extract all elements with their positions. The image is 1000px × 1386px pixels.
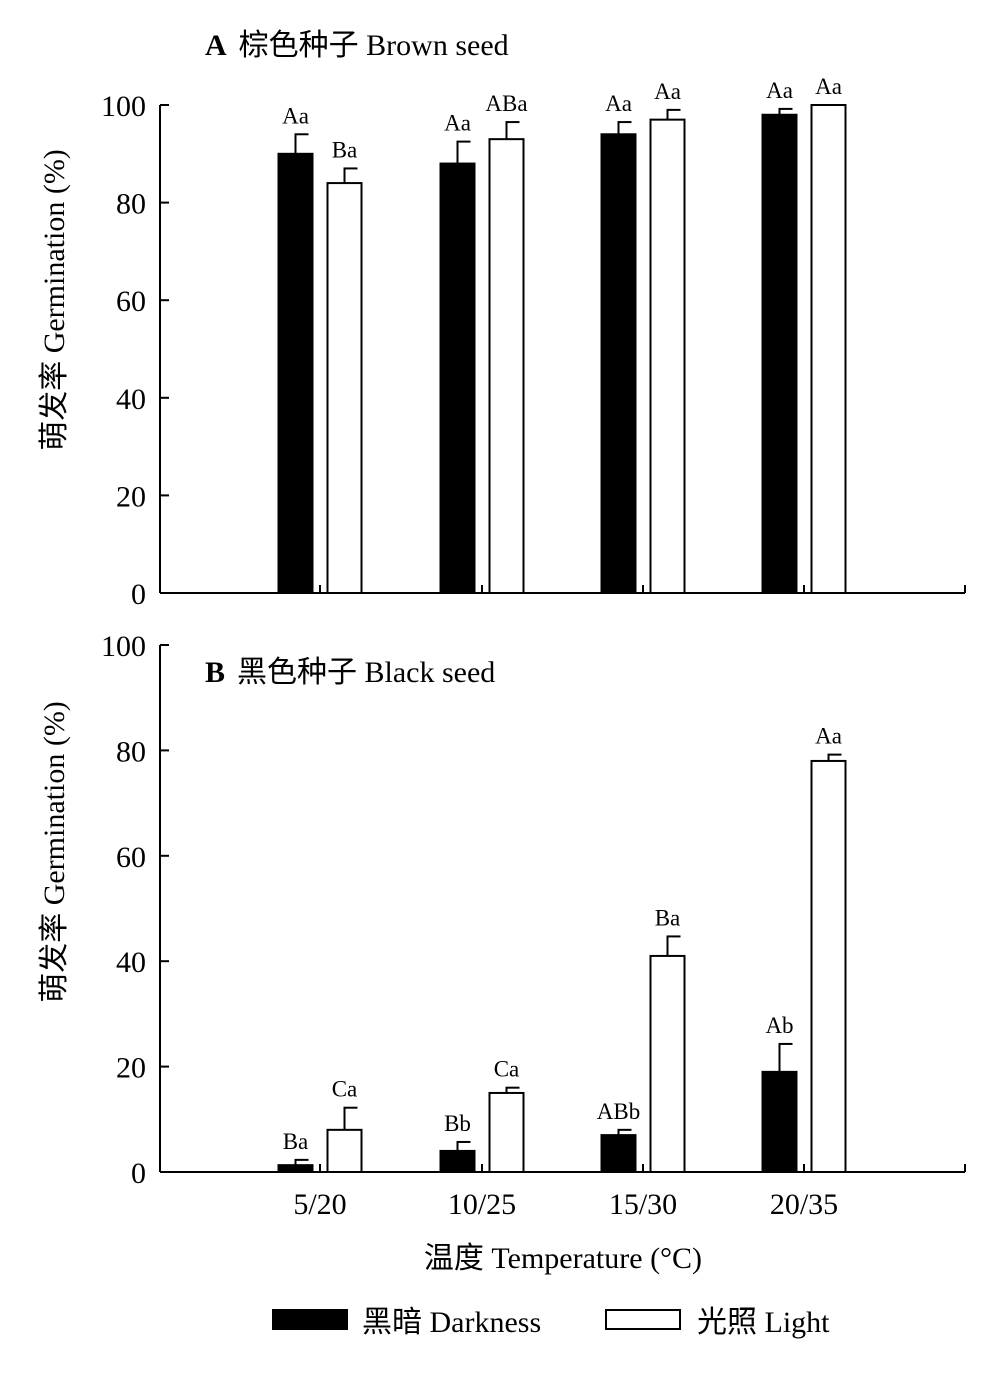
bar-darkness xyxy=(439,162,476,594)
bar-light xyxy=(810,759,847,1173)
y-tick-label: 20 xyxy=(116,1052,146,1085)
y-tick-label: 100 xyxy=(101,630,146,663)
bar-light xyxy=(488,1091,525,1173)
y-tick-label: 40 xyxy=(116,946,146,979)
legend-label-darkness: 黑暗 Darkness xyxy=(362,1306,541,1339)
bar-light xyxy=(810,104,847,594)
panel-title-text: 黑色种子 Black seed xyxy=(237,656,495,689)
y-tick-label: 60 xyxy=(116,841,146,874)
bar-darkness xyxy=(277,152,314,595)
y-axis-label: 萌发率 Germination (%) xyxy=(38,149,71,451)
panel-title-text: 棕色种子 Brown seed xyxy=(239,29,509,62)
significance-label: Aa xyxy=(282,103,309,128)
panel-letter: B xyxy=(205,656,225,689)
significance-label: Ba xyxy=(283,1129,309,1154)
x-tick-label: 20/35 xyxy=(770,1188,838,1221)
significance-label: Ca xyxy=(494,1057,520,1082)
bar-darkness xyxy=(600,133,637,594)
significance-label: Aa xyxy=(654,79,681,104)
y-tick-label: 0 xyxy=(131,578,146,611)
x-tick-label: 10/25 xyxy=(448,1188,516,1221)
bar-light xyxy=(488,138,525,594)
significance-label: Ba xyxy=(655,905,681,930)
y-tick-label: 60 xyxy=(116,285,146,318)
bar-darkness xyxy=(600,1134,637,1173)
significance-label: Aa xyxy=(605,91,632,116)
y-tick-label: 20 xyxy=(116,480,146,513)
bar-light xyxy=(649,954,686,1173)
bar-light xyxy=(326,1128,363,1173)
legend-swatch-darkness xyxy=(272,1309,348,1330)
bar-darkness xyxy=(761,113,798,594)
significance-label: Aa xyxy=(444,111,471,136)
significance-label: Aa xyxy=(766,78,793,103)
y-tick-label: 0 xyxy=(131,1157,146,1190)
significance-label: ABb xyxy=(597,1099,640,1124)
panel-letter: A xyxy=(205,29,227,62)
y-tick-label: 80 xyxy=(116,188,146,221)
significance-label: ABa xyxy=(485,91,527,116)
y-tick-label: 40 xyxy=(116,383,146,416)
significance-label: Aa xyxy=(815,724,842,749)
significance-label: Ba xyxy=(332,137,358,162)
legend-label-light: 光照 Light xyxy=(697,1306,830,1339)
bar-darkness xyxy=(277,1164,314,1174)
bar-darkness xyxy=(439,1149,476,1174)
bar-light xyxy=(649,118,686,594)
significance-label: Ca xyxy=(332,1077,358,1102)
y-axis-label: 萌发率 Germination (%) xyxy=(38,701,71,1003)
panel-a-title: A 棕色种子 Brown seed xyxy=(205,29,509,62)
x-tick-label: 15/30 xyxy=(609,1188,677,1221)
bar-darkness xyxy=(761,1070,798,1173)
x-axis-label: 温度 Temperature (°C) xyxy=(424,1242,702,1275)
x-tick-label: 5/20 xyxy=(293,1188,346,1221)
y-tick-label: 80 xyxy=(116,735,146,768)
y-tick-label: 100 xyxy=(101,90,146,123)
significance-label: Ab xyxy=(765,1013,793,1038)
significance-label: Aa xyxy=(815,74,842,99)
significance-label: Bb xyxy=(444,1111,471,1136)
bar-light xyxy=(326,182,363,595)
legend-swatch-light xyxy=(605,1309,681,1330)
panel-b-title: B 黑色种子 Black seed xyxy=(205,656,495,689)
